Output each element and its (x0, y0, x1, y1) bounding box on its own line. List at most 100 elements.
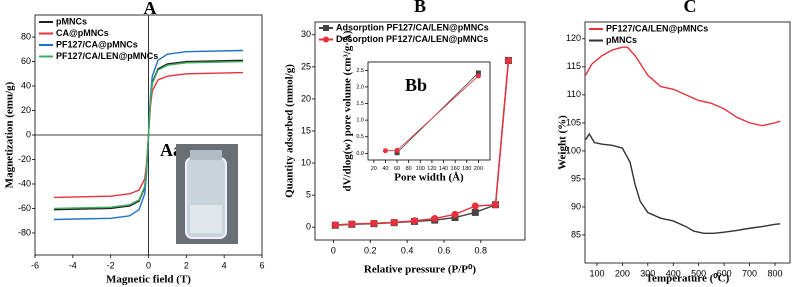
x-tick-label: 0.2 (364, 246, 377, 256)
point (370, 219, 378, 227)
panel-title: A (144, 0, 157, 18)
panel-title: B (414, 0, 426, 16)
x-tick-label: 2 (184, 261, 189, 271)
point (475, 73, 481, 79)
x-tick-label: 700 (742, 269, 757, 279)
x-tick-label: 300 (640, 269, 655, 279)
y-tick-label: 2.5 (356, 68, 364, 74)
legend-marker (323, 36, 329, 43)
y-tick-label: 15 (301, 125, 311, 135)
y-tick-label: 80 (21, 31, 31, 41)
y-tick-label: 120 (566, 33, 581, 43)
x-tick-label: 60 (394, 166, 400, 172)
x-tick-label: 160 (451, 166, 460, 172)
plot-frame (584, 21, 791, 264)
legend-label: pMNCs (56, 16, 87, 26)
y-tick-label: 20 (21, 105, 31, 115)
x-tick-label: 40 (382, 166, 388, 172)
y-tick-label: 10 (301, 157, 311, 167)
inset-chart: 20 40 60 80 100 120 140 160 180 200 0.0 0.5 1.0 1.5 2.… (342, 30, 491, 192)
x-axis-label: Relative pressure (P/P⁰) (364, 264, 476, 276)
chart-panel: 100 200 300 400 500 600 700 800 85 90 95 100 105 110 1… (557, 0, 791, 285)
x-axis-label: Temperature (⁰C) (646, 273, 730, 285)
x-tick-label: 100 (589, 269, 604, 279)
y-tick-label: 20 (301, 93, 311, 103)
point (348, 220, 356, 228)
x-tick-label: 120 (427, 166, 436, 172)
point (471, 202, 479, 210)
y-tick-label: 95 (571, 173, 581, 183)
photo-inset (176, 144, 238, 244)
y-tick-label: 85 (571, 229, 581, 239)
x-tick-label: 800 (767, 269, 782, 279)
y-tick-label: -40 (18, 178, 31, 188)
x-tick-label: -6 (31, 261, 39, 271)
x-tick-label: 0.4 (401, 246, 414, 256)
point (410, 217, 418, 225)
y-tick-label: 115 (567, 61, 581, 71)
point (492, 201, 500, 209)
y-axis-label: Weight (%) (557, 115, 569, 170)
point (431, 215, 439, 223)
y-tick-label: -60 (18, 203, 31, 213)
x-tick-label: 180 (462, 166, 471, 172)
y-tick-label: -20 (18, 154, 31, 164)
y-axis-label: Quantity adsorbed (mmol/g) (284, 64, 296, 198)
legend-label: PF127/CA/LEN@pMNCs (56, 51, 158, 61)
legend-label: PF127/CA@pMNCs (56, 39, 138, 49)
x-tick-label: 200 (474, 166, 483, 172)
series-line (53, 60, 244, 210)
x-tick-label: 80 (406, 166, 412, 172)
x-axis-label: Magnetic field (T) (106, 274, 191, 286)
series-line (335, 60, 510, 226)
y-tick-label: 110 (567, 89, 581, 99)
y-tick-label: 1.0 (356, 118, 364, 124)
x-tick-label: 100 (416, 166, 425, 172)
legend-label: CA@pMNCs (56, 28, 109, 38)
x-tick-label: 400 (666, 269, 681, 279)
y-tick-label: -80 (18, 227, 31, 237)
y-tick-label: 0 (306, 222, 311, 232)
x-tick-label: 0 (331, 246, 336, 256)
chart-panel: -6 -4 -2 0 2 4 6-80-60-40-20020406080AMagnetic… (4, 0, 265, 286)
x-axis-label: Pore width (Å) (394, 172, 464, 184)
y-tick-label: 40 (21, 80, 31, 90)
y-tick-label: 25 (301, 61, 311, 71)
y-tick-label: 0.0 (356, 151, 364, 157)
y-tick-label: 30 (301, 29, 311, 39)
series-line (584, 46, 781, 127)
y-tick-label: 90 (571, 201, 581, 211)
x-tick-label: 600 (717, 269, 732, 279)
x-tick-label: -2 (107, 261, 115, 271)
y-axis-label: Magnetization (emu/g) (4, 81, 16, 188)
y-tick-label: 2.0 (356, 84, 364, 90)
y-tick-label: 105 (566, 117, 581, 127)
x-tick-label: -4 (69, 261, 77, 271)
point (331, 221, 339, 229)
x-tick-label: 6 (259, 261, 264, 271)
point (390, 218, 398, 226)
y-tick-label: 60 (21, 56, 31, 66)
series-line (584, 132, 781, 234)
y-tick-label: 100 (566, 145, 581, 155)
y-tick-label: 0 (26, 129, 31, 139)
legend-marker (323, 25, 329, 31)
legend-label: Adsorption PF127/CA/LEN@pMNCs (336, 22, 489, 32)
y-tick-label: 0.5 (356, 134, 364, 140)
y-tick-label: 1.5 (356, 101, 364, 107)
point (382, 148, 388, 154)
x-tick-label: 4 (222, 261, 227, 271)
x-tick-label: 500 (691, 269, 706, 279)
point (394, 147, 400, 153)
legend-label: PF127/CA/LEN@pMNCs (606, 23, 708, 33)
plot-frame (367, 61, 491, 161)
point (504, 56, 512, 64)
panel-title: C (684, 0, 697, 16)
legend-label: pMNCs (606, 35, 637, 45)
x-tick-label: 140 (439, 166, 448, 172)
x-tick-label: 0.8 (475, 246, 488, 256)
x-tick-label: 20 (371, 166, 377, 172)
y-axis-label: dV/dlog(w) pore volume (cm³/g·Å) (342, 30, 354, 191)
point (475, 70, 481, 76)
